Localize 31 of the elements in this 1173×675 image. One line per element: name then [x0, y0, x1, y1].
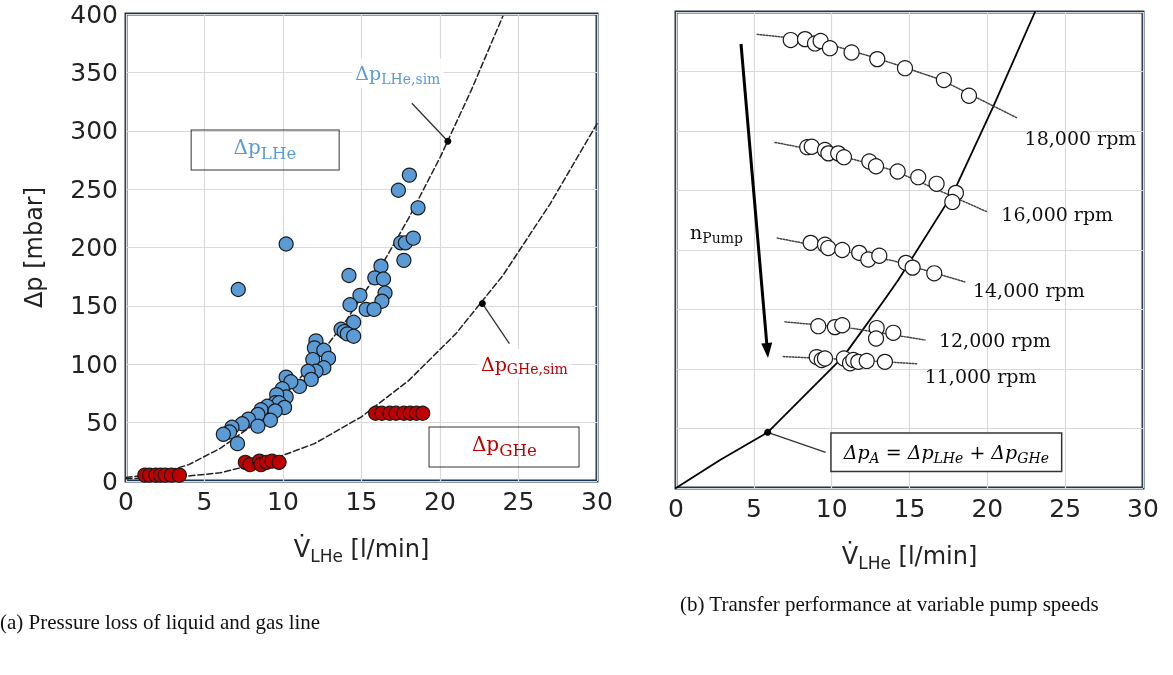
x-tick-label: 20	[424, 487, 456, 516]
series-label: 14,000 rpm	[972, 278, 1085, 301]
x-tick-label: 10	[815, 494, 848, 523]
x-tick-label: 5	[745, 494, 762, 523]
x-tick-label: 15	[893, 494, 926, 523]
y-tick-label: 0	[102, 466, 118, 496]
y-tick-label: 200	[70, 233, 118, 262]
x-tick-label: 20	[971, 494, 1004, 523]
x-tick-label: 30	[581, 487, 613, 516]
x-tick-label: 0	[668, 494, 684, 523]
x-tick-label: 15	[345, 487, 378, 516]
x-tick-label: 30	[1127, 494, 1159, 523]
y-tick-label: 250	[70, 174, 118, 204]
text: Δp$_{GHe}$	[428, 426, 580, 468]
y-tick-label: 100	[70, 349, 118, 379]
y-tick-label: 400	[70, 0, 118, 29]
y-tick-label: 50	[86, 408, 118, 438]
series-label: 12,000 rpm	[938, 328, 1051, 351]
y-tick-label: 300	[70, 116, 118, 146]
series-label: 11,000 rpm	[924, 364, 1037, 387]
series-label: 16,000 rpm	[1001, 202, 1114, 225]
text: (a) Pressure loss of liquid and gas line	[0, 610, 321, 634]
y-tick-label: 350	[70, 57, 118, 87]
x-tick-label: 5	[196, 487, 213, 516]
x-tick-label: 25	[502, 487, 535, 516]
x-tick-label: 10	[267, 487, 299, 516]
y-axis-title: Δp [mbar]	[20, 186, 48, 309]
x-tick-label: 25	[1049, 494, 1082, 523]
y-tick-label: 150	[70, 291, 118, 321]
text: (b) Transfer performance at variable pump speeds	[680, 592, 1099, 616]
series-label: 18,000 rpm	[1024, 126, 1137, 149]
